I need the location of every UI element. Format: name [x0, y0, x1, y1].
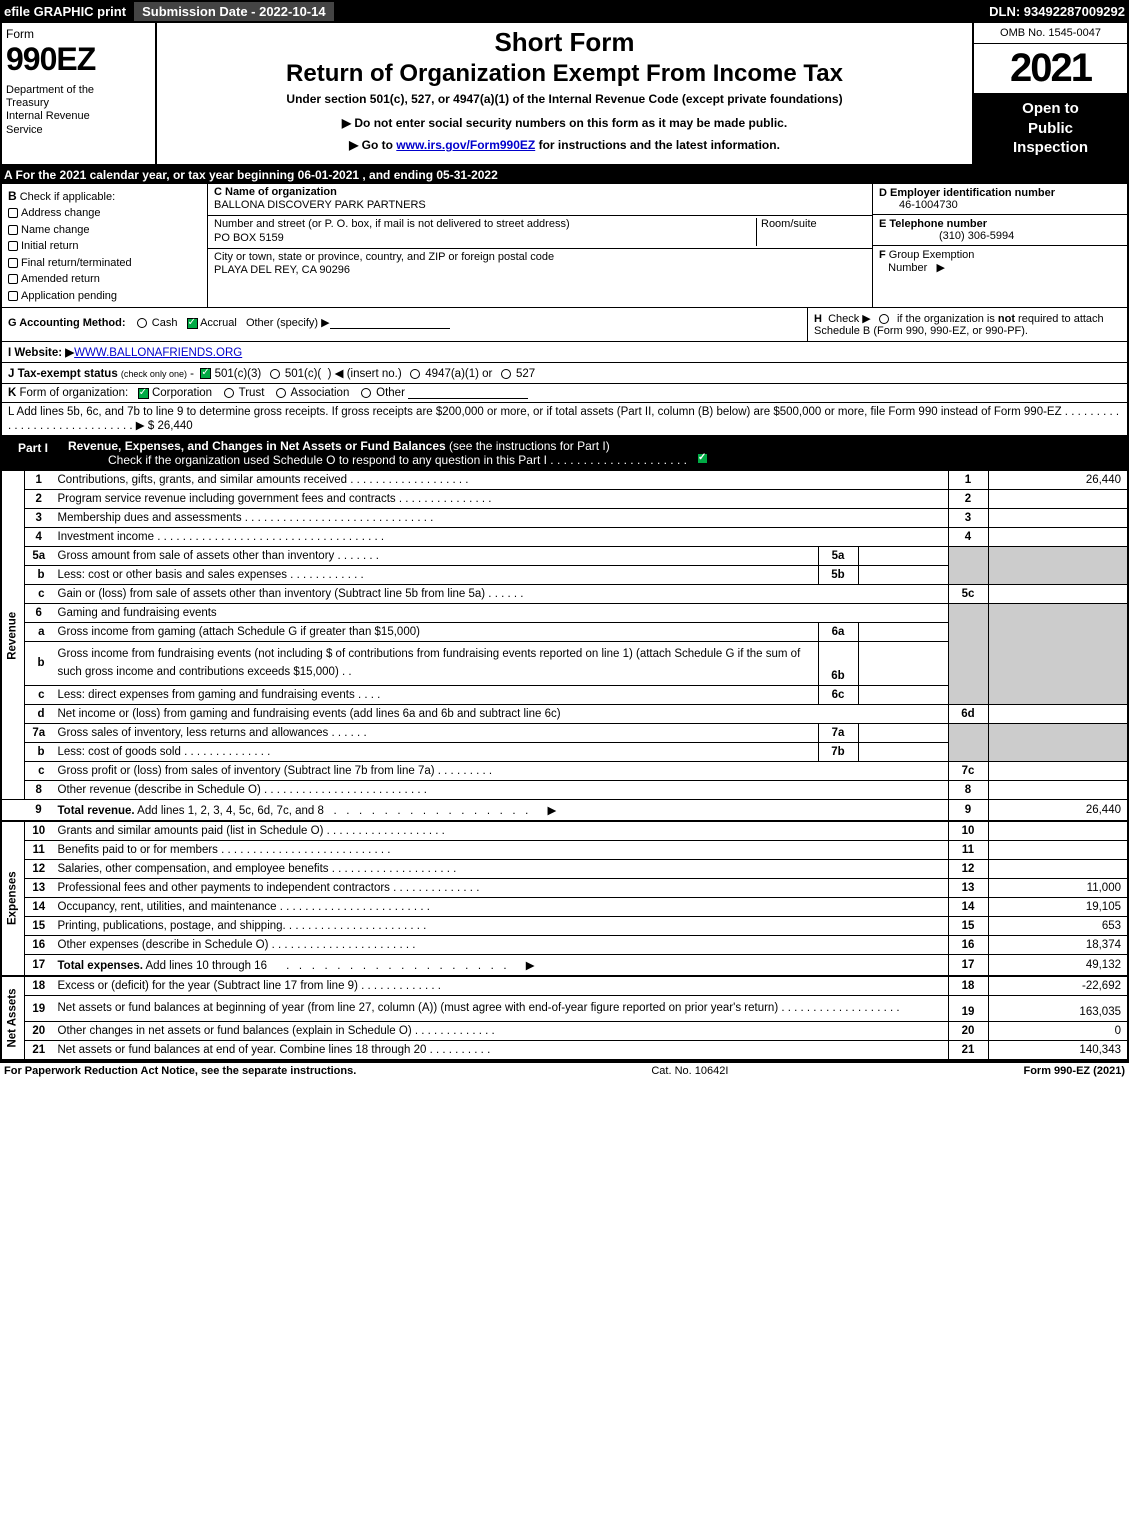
street-address: PO BOX 5159	[214, 232, 284, 244]
form-number: 990EZ	[6, 41, 151, 78]
checkbox-h[interactable]	[879, 314, 889, 324]
efile-label: efile GRAPHIC print	[4, 4, 126, 19]
return-title: Return of Organization Exempt From Incom…	[165, 60, 964, 88]
under-section: Under section 501(c), 527, or 4947(a)(1)…	[165, 92, 964, 106]
page-footer: For Paperwork Reduction Act Notice, see …	[0, 1061, 1129, 1079]
radio-cash[interactable]	[137, 318, 147, 328]
e-label: E Telephone number	[879, 218, 987, 230]
radio-527[interactable]	[501, 369, 511, 379]
top-bar: efile GRAPHIC print Submission Date - 20…	[0, 0, 1129, 23]
row-k: K Form of organization: Corporation Trus…	[0, 383, 1129, 402]
row-j: J Tax-exempt status (check only one) - 5…	[0, 362, 1129, 383]
ein: 46-1004730	[879, 199, 958, 211]
checkbox-final-return[interactable]	[8, 258, 18, 268]
checkbox-501c3[interactable]	[200, 368, 211, 379]
part-i-header: Part I Revenue, Expenses, and Changes in…	[0, 436, 1129, 470]
row-l: L Add lines 5b, 6c, and 7b to line 9 to …	[0, 402, 1129, 436]
radio-accrual[interactable]	[187, 318, 198, 329]
checkbox-initial-return[interactable]	[8, 241, 18, 251]
tax-year: 2021	[974, 44, 1127, 93]
checkbox-amended-return[interactable]	[8, 274, 18, 284]
goto-line: ▶ Go to www.irs.gov/Form990EZ for instru…	[165, 138, 964, 152]
irs-link[interactable]: www.irs.gov/Form990EZ	[396, 138, 535, 152]
radio-4947[interactable]	[410, 369, 420, 379]
form-word: Form	[6, 27, 151, 41]
short-form-title: Short Form	[165, 27, 964, 58]
d-label: D Employer identification number	[879, 187, 1055, 199]
room-suite: Room/suite	[756, 218, 866, 246]
telephone: (310) 306-5994	[879, 230, 1014, 242]
dept-label: Department of theTreasuryInternal Revenu…	[6, 84, 151, 137]
paperwork-notice: For Paperwork Reduction Act Notice, see …	[4, 1065, 356, 1077]
checkbox-name-change[interactable]	[8, 225, 18, 235]
netassets-section-label: Net Assets	[1, 976, 25, 1061]
radio-association[interactable]	[276, 388, 286, 398]
expenses-section-label: Expenses	[1, 821, 25, 976]
f-label: F	[879, 249, 886, 261]
form-ref: Form 990-EZ (2021)	[1023, 1065, 1125, 1077]
gross-receipts: 26,440	[157, 420, 192, 432]
form-header: Form 990EZ Department of theTreasuryInte…	[0, 23, 1129, 166]
website-link[interactable]: WWW.BALLONAFRIENDS.ORG	[74, 347, 242, 359]
revenue-table: Revenue 1Contributions, gifts, grants, a…	[0, 470, 1129, 1061]
h-check: H Check ▶ if the organization is not req…	[807, 308, 1127, 341]
g-label: G Accounting Method:	[8, 317, 126, 329]
org-name: BALLONA DISCOVERY PARK PARTNERS	[214, 199, 426, 211]
checkbox-corporation[interactable]	[138, 388, 149, 399]
submission-date: Submission Date - 2022-10-14	[134, 2, 334, 21]
cat-no: Cat. No. 10642I	[651, 1065, 728, 1077]
city-state-zip: PLAYA DEL REY, CA 90296	[214, 264, 350, 276]
block-b-through-f: B Check if applicable: Address change Na…	[0, 184, 1129, 308]
radio-trust[interactable]	[224, 388, 234, 398]
checkbox-application-pending[interactable]	[8, 291, 18, 301]
radio-other-org[interactable]	[361, 388, 371, 398]
c-label: C Name of organization	[214, 186, 337, 198]
dln: DLN: 93492287009292	[989, 4, 1125, 19]
radio-501c[interactable]	[270, 369, 280, 379]
revenue-section-label: Revenue	[1, 471, 25, 800]
row-a-calendar: A For the 2021 calendar year, or tax yea…	[0, 166, 1129, 184]
checkbox-address-change[interactable]	[8, 208, 18, 218]
checkbox-schedule-o[interactable]	[697, 453, 708, 464]
omb-number: OMB No. 1545-0047	[974, 23, 1127, 44]
open-to-public: Open toPublicInspection	[974, 93, 1127, 164]
row-i: I Website: ▶WWW.BALLONAFRIENDS.ORG	[0, 341, 1129, 362]
ssn-warning: ▶ Do not enter social security numbers o…	[165, 116, 964, 130]
